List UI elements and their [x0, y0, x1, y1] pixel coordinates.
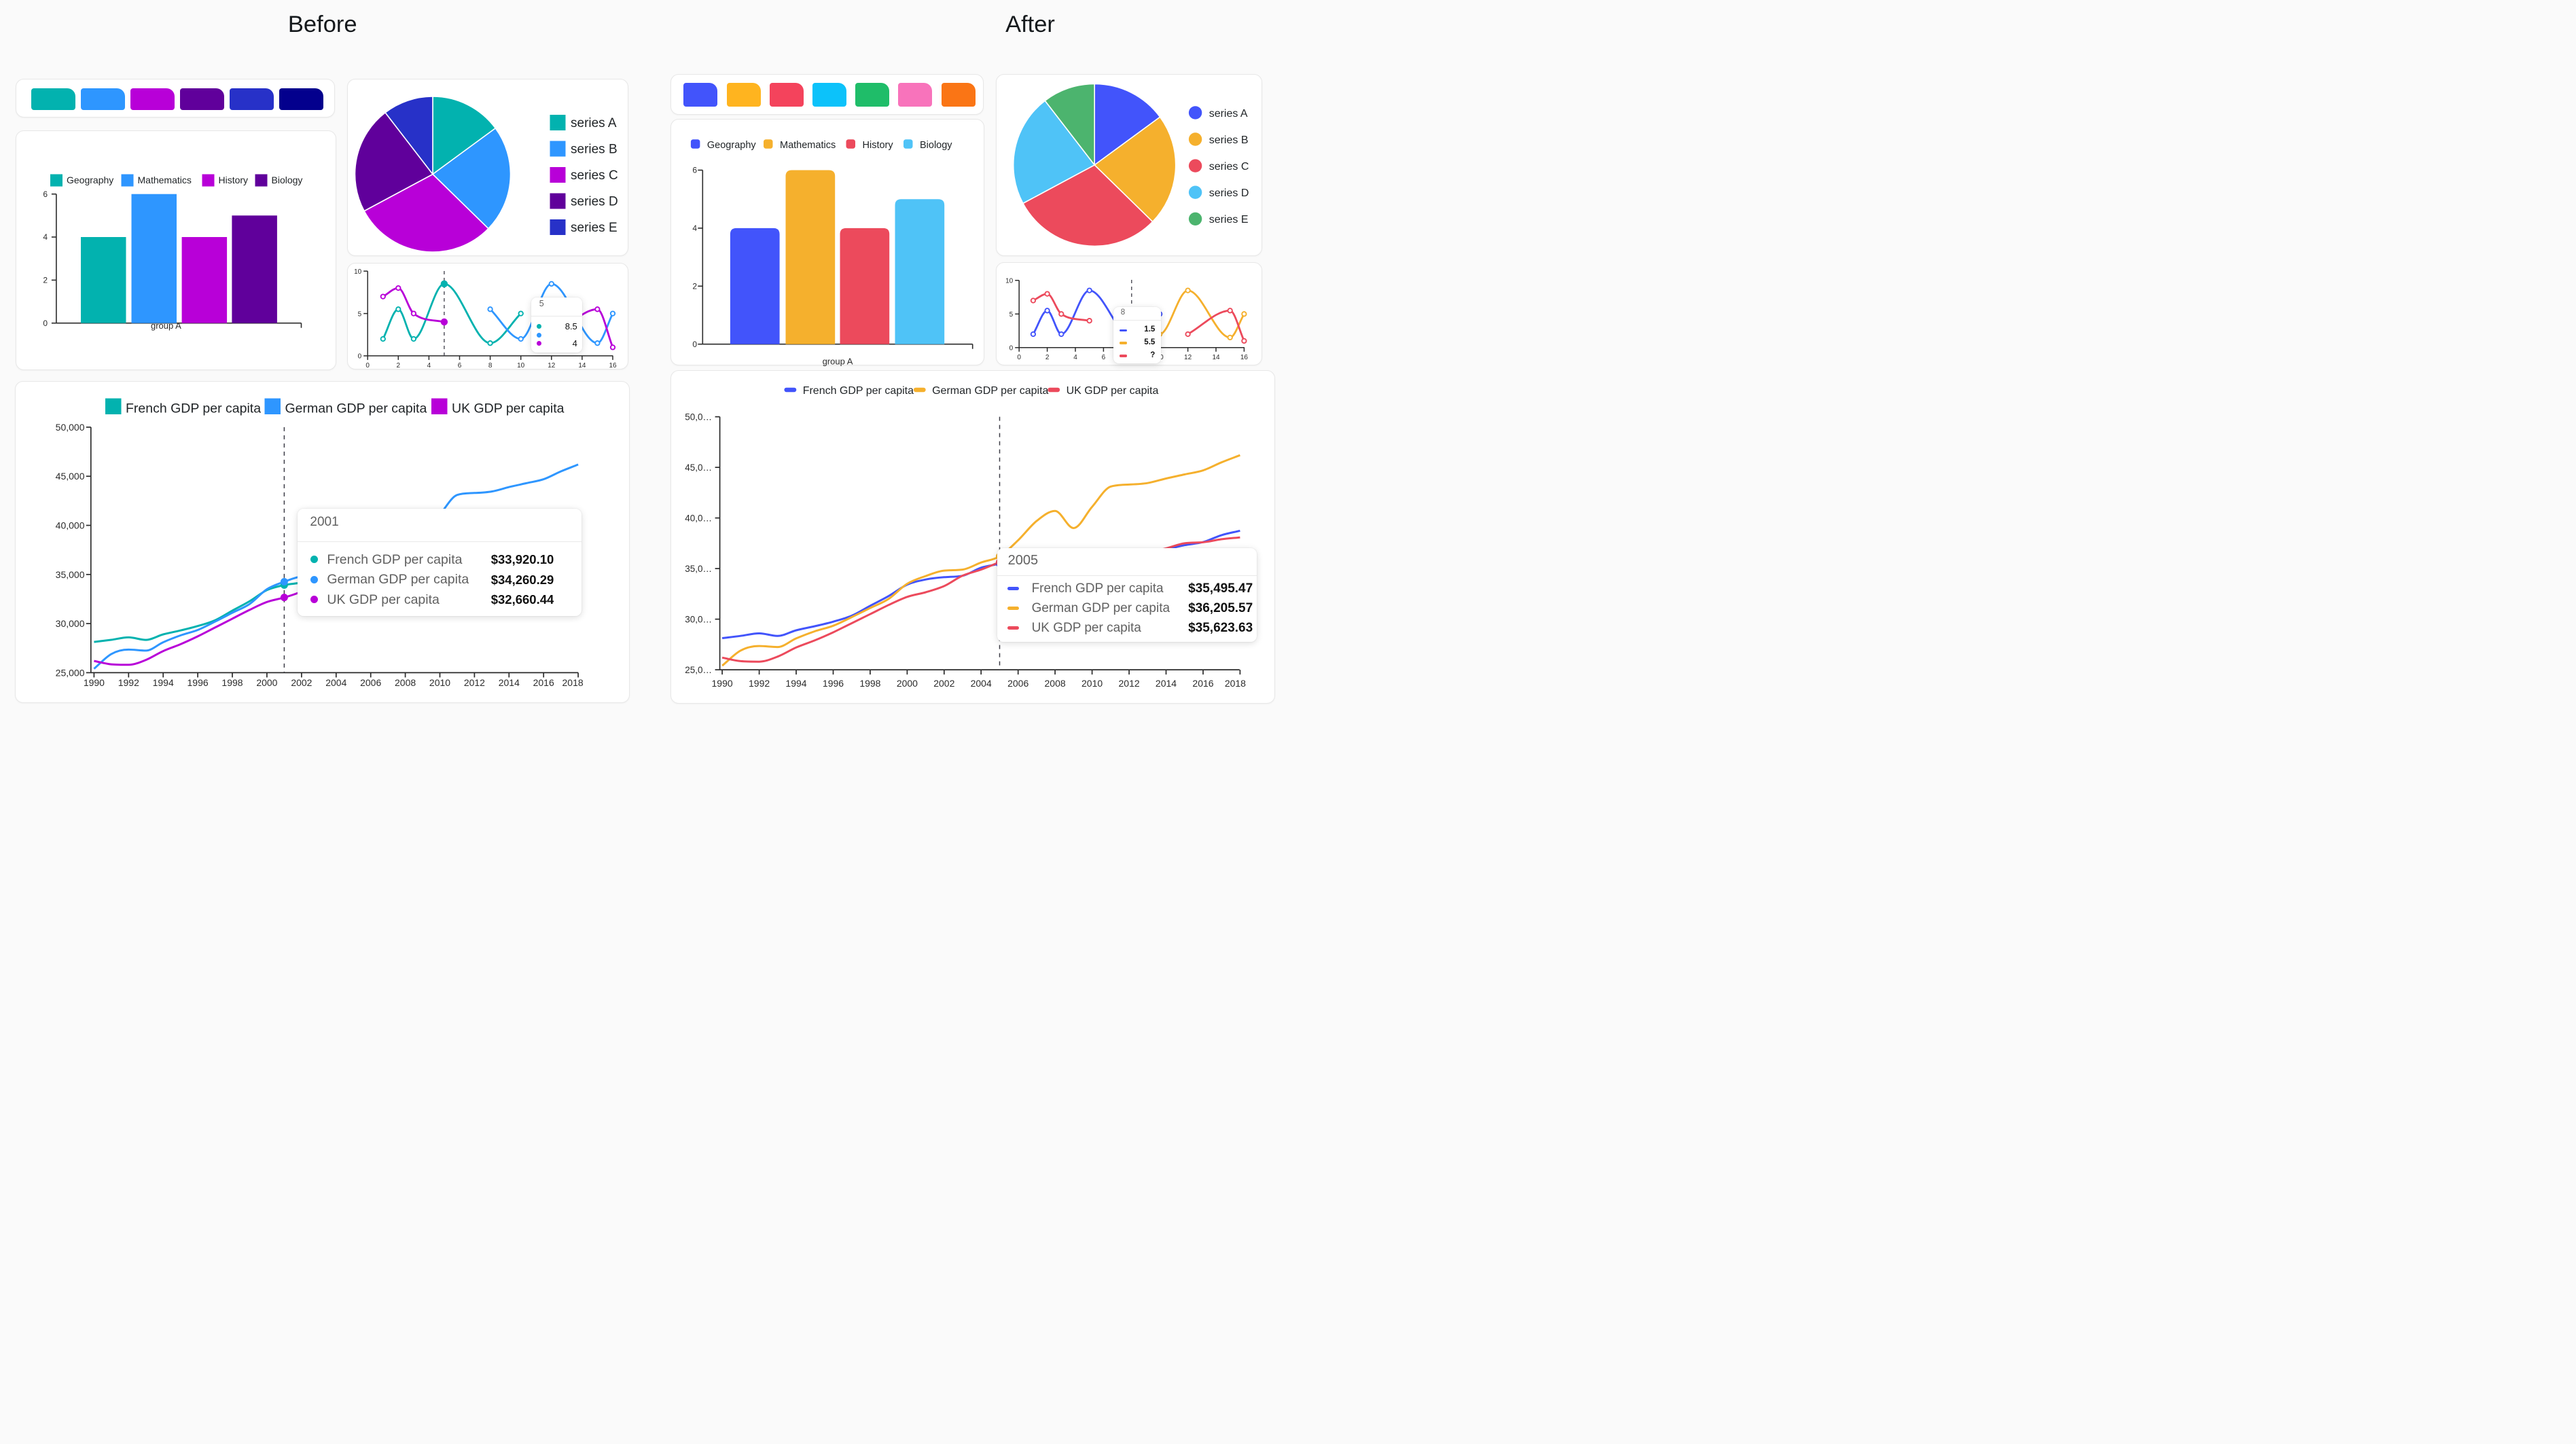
svg-text:series A: series A [1209, 107, 1248, 119]
svg-text:group A: group A [151, 321, 181, 331]
svg-text:series E: series E [571, 221, 618, 235]
svg-text:series C: series C [1209, 161, 1249, 173]
svg-text:50,0…: 50,0… [685, 412, 712, 422]
svg-text:2: 2 [43, 275, 48, 285]
svg-text:2016: 2016 [533, 677, 554, 688]
svg-text:series D: series D [1209, 187, 1249, 199]
svg-text:Geography: Geography [67, 175, 113, 185]
svg-text:12: 12 [1184, 354, 1192, 361]
svg-text:10: 10 [354, 268, 362, 276]
svg-text:series B: series B [1209, 134, 1249, 145]
svg-text:45,0…: 45,0… [685, 463, 712, 473]
svg-text:2: 2 [692, 282, 697, 291]
svg-text:2010: 2010 [1081, 678, 1103, 689]
svg-text:German GDP per capita: German GDP per capita [285, 401, 427, 416]
svg-text:25,0…: 25,0… [685, 665, 712, 675]
svg-text:Biology: Biology [272, 175, 303, 185]
svg-text:series A: series A [571, 116, 617, 130]
svg-text:Mathematics: Mathematics [780, 140, 836, 151]
svg-text:History: History [863, 140, 894, 151]
svg-text:2016: 2016 [1192, 678, 1213, 689]
svg-text:2008: 2008 [1044, 678, 1065, 689]
svg-text:2000: 2000 [256, 677, 277, 688]
svg-text:6: 6 [458, 361, 462, 369]
svg-text:6: 6 [43, 189, 48, 198]
svg-text:German GDP per capita: German GDP per capita [932, 385, 1048, 397]
svg-text:Mathematics: Mathematics [138, 175, 192, 185]
svg-text:14: 14 [1213, 354, 1221, 361]
svg-text:2014: 2014 [499, 677, 520, 688]
svg-text:0: 0 [358, 353, 362, 360]
svg-text:series C: series C [571, 168, 618, 183]
svg-text:45,000: 45,000 [56, 471, 85, 482]
svg-text:5: 5 [358, 310, 362, 318]
svg-text:40,0…: 40,0… [685, 513, 712, 524]
svg-text:2012: 2012 [464, 677, 485, 688]
svg-text:group A: group A [823, 357, 853, 367]
svg-text:40,000: 40,000 [56, 520, 85, 530]
svg-text:2: 2 [397, 361, 401, 369]
svg-text:30,0…: 30,0… [685, 615, 712, 625]
svg-text:14: 14 [578, 361, 586, 369]
svg-text:2002: 2002 [933, 678, 954, 689]
svg-text:8: 8 [488, 361, 493, 369]
svg-text:1990: 1990 [711, 678, 732, 689]
svg-text:1992: 1992 [749, 678, 770, 689]
svg-text:2008: 2008 [395, 677, 416, 688]
svg-text:0: 0 [1009, 345, 1014, 353]
svg-text:1990: 1990 [84, 677, 105, 688]
svg-text:0: 0 [692, 340, 697, 349]
svg-text:6: 6 [692, 166, 697, 175]
svg-text:12: 12 [548, 361, 556, 369]
svg-text:4: 4 [427, 361, 431, 369]
svg-text:50,000: 50,000 [56, 421, 85, 432]
svg-text:10: 10 [1005, 278, 1014, 285]
svg-text:2018: 2018 [1225, 678, 1246, 689]
svg-text:French GDP per capita: French GDP per capita [802, 385, 913, 397]
svg-text:2010: 2010 [429, 677, 450, 688]
svg-text:0: 0 [1018, 354, 1022, 361]
svg-text:1996: 1996 [187, 677, 209, 688]
svg-text:series D: series D [571, 195, 618, 209]
svg-text:series E: series E [1209, 214, 1249, 225]
svg-text:4: 4 [43, 232, 48, 242]
svg-text:30,000: 30,000 [56, 618, 85, 629]
svg-text:4: 4 [692, 223, 697, 233]
svg-text:35,0…: 35,0… [685, 564, 712, 574]
svg-text:Biology: Biology [920, 140, 952, 151]
svg-text:2014: 2014 [1156, 678, 1177, 689]
svg-text:1994: 1994 [153, 677, 174, 688]
svg-text:1994: 1994 [785, 678, 806, 689]
svg-text:2002: 2002 [291, 677, 312, 688]
svg-text:2004: 2004 [970, 678, 991, 689]
svg-text:2006: 2006 [360, 677, 381, 688]
svg-text:35,000: 35,000 [56, 568, 85, 579]
svg-text:0: 0 [43, 318, 48, 327]
svg-text:6: 6 [1102, 354, 1106, 361]
svg-text:1998: 1998 [859, 678, 880, 689]
svg-text:series B: series B [571, 143, 618, 157]
svg-text:2006: 2006 [1007, 678, 1028, 689]
svg-text:16: 16 [1240, 354, 1249, 361]
svg-text:UK GDP per capita: UK GDP per capita [1066, 385, 1158, 397]
svg-text:2: 2 [1045, 354, 1050, 361]
svg-text:French GDP per capita: French GDP per capita [126, 401, 261, 416]
svg-text:5: 5 [1009, 311, 1014, 319]
svg-text:Geography: Geography [707, 140, 756, 151]
svg-text:2000: 2000 [897, 678, 918, 689]
svg-text:2004: 2004 [325, 677, 346, 688]
svg-text:4: 4 [1074, 354, 1078, 361]
svg-text:1992: 1992 [118, 677, 139, 688]
svg-text:History: History [219, 175, 249, 185]
svg-text:UK GDP per capita: UK GDP per capita [452, 401, 565, 416]
svg-text:1996: 1996 [823, 678, 844, 689]
svg-text:2018: 2018 [562, 677, 584, 688]
svg-text:16: 16 [609, 361, 617, 369]
svg-text:25,000: 25,000 [56, 667, 85, 678]
svg-text:0: 0 [365, 361, 370, 369]
svg-text:1998: 1998 [221, 677, 243, 688]
svg-text:10: 10 [517, 361, 525, 369]
svg-text:2012: 2012 [1118, 678, 1139, 689]
